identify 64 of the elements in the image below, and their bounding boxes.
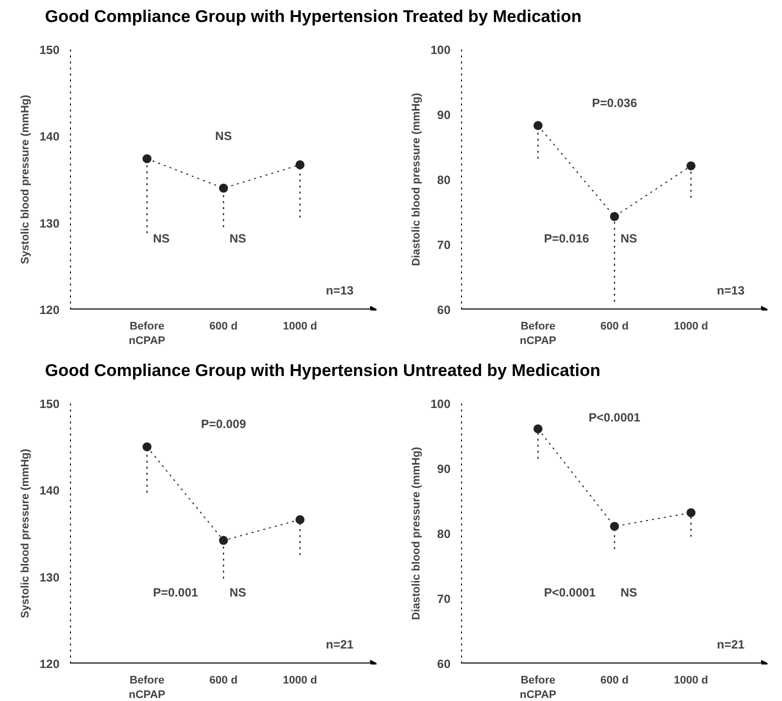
point (610, 212, 619, 222)
point (142, 154, 152, 164)
y-tick-label: 70 (437, 238, 451, 252)
x-tick-label: 1000 d (282, 320, 318, 332)
x-tick-label: Before nCPAP (520, 674, 556, 701)
point (534, 121, 542, 130)
x-tick-label: 1000 d (674, 320, 708, 332)
annotation: NS (230, 232, 246, 246)
y-tick-label: 140 (39, 484, 60, 498)
point (610, 522, 619, 531)
chart-title: Good Compliance Group with Hypertension Treated by Medication (45, 6, 582, 28)
annotation: P=0.016 (544, 232, 590, 246)
y-tick-label: 130 (39, 570, 60, 584)
point (296, 160, 304, 170)
y-tick-label: 150 (39, 43, 60, 57)
y-axis-title: Diastolic blood pressure (mmHg) (410, 446, 422, 620)
annotation: NS (215, 129, 232, 144)
annotation: P<0.0001 (588, 410, 641, 424)
point (219, 536, 228, 545)
y-tick-label: 100 (430, 397, 451, 411)
x-tick-label: 600 d (209, 320, 238, 332)
annotation: P=0.001 (153, 586, 198, 600)
y-tick-label: 60 (437, 657, 451, 671)
y-tick-label: 130 (39, 216, 60, 230)
annotation: n=13 (716, 284, 745, 298)
y-tick-label: 140 (39, 130, 60, 144)
annotation: P=0.009 (200, 417, 246, 432)
y-tick-label: 90 (437, 462, 451, 476)
point (296, 515, 304, 524)
y-tick-label: 90 (437, 108, 451, 122)
point (534, 424, 542, 434)
x-tick-label: 1000 d (674, 674, 708, 686)
y-tick-label: 80 (437, 527, 451, 541)
x-tick-label: 600 d (600, 320, 629, 332)
y-tick-label: 60 (437, 303, 451, 317)
annotation: NS (230, 586, 246, 600)
y-tick-label: 100 (430, 43, 451, 57)
x-tick-label: Before nCPAP (520, 320, 556, 347)
x-tick-label: Before nCPAP (128, 674, 166, 701)
annotation: NS (620, 586, 638, 600)
y-tick-label: 70 (437, 592, 451, 606)
annotation: n=21 (326, 638, 354, 652)
point (686, 161, 696, 170)
annotation: NS (153, 232, 170, 246)
chart-title: Good Compliance Group with Hypertension Untreated by Medication (45, 360, 600, 382)
annotation: n=21 (716, 638, 745, 652)
x-tick-label: Before nCPAP (128, 320, 166, 347)
x-tick-label: 600 d (600, 674, 629, 686)
point (142, 442, 152, 452)
y-tick-label: 120 (39, 657, 60, 671)
y-tick-label: 120 (39, 303, 60, 317)
x-tick-label: 1000 d (282, 674, 318, 686)
y-tick-label: 150 (39, 397, 60, 411)
annotation: P<0.0001 (544, 586, 596, 600)
y-tick-label: 80 (437, 173, 451, 187)
point (686, 508, 696, 518)
x-tick-label: 600 d (209, 674, 238, 686)
annotation: P=0.036 (592, 96, 638, 110)
y-axis-title: Diastolic blood pressure (mmHg) (410, 92, 422, 266)
point (219, 184, 228, 193)
y-axis-title: Systolic blood pressure (mmHg) (19, 448, 32, 618)
annotation: n=13 (326, 284, 354, 298)
y-axis-title: Systolic blood pressure (mmHg) (19, 94, 32, 264)
annotation: NS (620, 232, 638, 246)
